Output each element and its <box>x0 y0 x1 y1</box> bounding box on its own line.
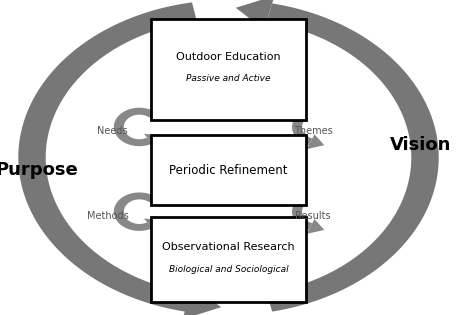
Polygon shape <box>307 219 324 234</box>
Polygon shape <box>307 134 324 149</box>
Text: Results: Results <box>295 211 331 221</box>
Text: Needs: Needs <box>96 126 128 136</box>
Polygon shape <box>266 3 439 312</box>
Text: Observational Research: Observational Research <box>162 242 295 252</box>
Polygon shape <box>18 3 197 312</box>
FancyBboxPatch shape <box>151 217 306 302</box>
Polygon shape <box>114 108 156 146</box>
Polygon shape <box>292 112 312 145</box>
Polygon shape <box>144 134 162 147</box>
Text: Periodic Refinement: Periodic Refinement <box>169 163 288 177</box>
Text: Methods: Methods <box>86 211 128 221</box>
Text: Themes: Themes <box>294 126 332 136</box>
Polygon shape <box>182 285 221 315</box>
Text: Biological and Sociological: Biological and Sociological <box>169 265 288 274</box>
Text: Purpose: Purpose <box>0 161 78 179</box>
Polygon shape <box>114 192 156 231</box>
FancyBboxPatch shape <box>151 135 306 205</box>
Text: Outdoor Education: Outdoor Education <box>176 52 281 62</box>
Polygon shape <box>292 197 312 230</box>
Polygon shape <box>144 219 162 232</box>
Text: Passive and Active: Passive and Active <box>186 74 271 83</box>
FancyBboxPatch shape <box>151 19 306 120</box>
Text: Vision: Vision <box>390 136 451 154</box>
Polygon shape <box>236 0 275 30</box>
